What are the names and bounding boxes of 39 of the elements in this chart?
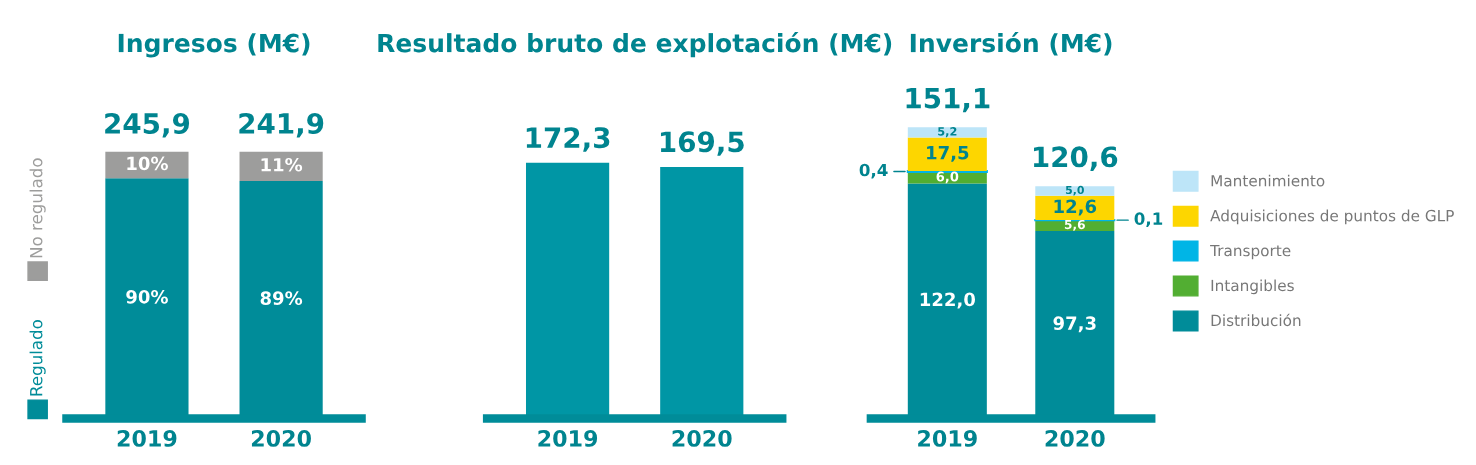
x-tick-label: 2020 [251, 430, 311, 447]
data-label: 5,0 [1065, 185, 1084, 196]
x-tick-label: 2019 [117, 430, 177, 447]
total-label: 151,1 [906, 87, 990, 113]
chart-title: Ingresos (M€) [118, 33, 310, 58]
text: Regulado [29, 320, 46, 396]
legend-label: Distribución [1211, 313, 1301, 327]
legend-label: Adquisiciones de puntos de GLP [1210, 209, 1454, 225]
data-label: 5,2 [938, 127, 957, 138]
data-label: 97,3 [1053, 316, 1096, 333]
data-label: 89% [260, 291, 303, 305]
bar [907, 127, 987, 138]
data-label: 12,6 [1054, 199, 1097, 216]
legend-label: Transporte [1210, 244, 1291, 260]
x-tick-label: 2020 [1045, 430, 1105, 447]
bar [1035, 186, 1115, 196]
text: No regulado [29, 158, 46, 258]
x-tick-label: 2019 [918, 430, 977, 447]
legend-label: Mantenimiento [1211, 174, 1325, 187]
annotation: 241,9 [239, 112, 324, 138]
x-tick-label: 2020 [672, 430, 732, 447]
chart-title: Inversión (M€) [910, 32, 1112, 56]
total-label: 120,6 [1034, 146, 1118, 171]
legend-label: Intangibles [1211, 279, 1294, 295]
data-label: 5,6 [1064, 219, 1085, 231]
data-label: 169,5 [660, 131, 744, 156]
data-label: 172,3 [526, 127, 610, 152]
chart-title: Resultado bruto de explotación (M€) [378, 32, 892, 58]
data-label: 11% [261, 157, 303, 172]
data-label: 6,0 [936, 171, 959, 184]
x-tick-label: 2019 [538, 430, 598, 447]
data-label: 10% [127, 156, 168, 171]
data-label: 0,4 [859, 163, 888, 179]
data-label: 122,0 [920, 292, 976, 309]
data-label: 17,5 [927, 146, 969, 162]
data-label: 90% [126, 289, 168, 304]
annotation: 245,9 [105, 112, 190, 138]
bar [907, 137, 987, 172]
data-label: 0,1 [1134, 212, 1163, 228]
